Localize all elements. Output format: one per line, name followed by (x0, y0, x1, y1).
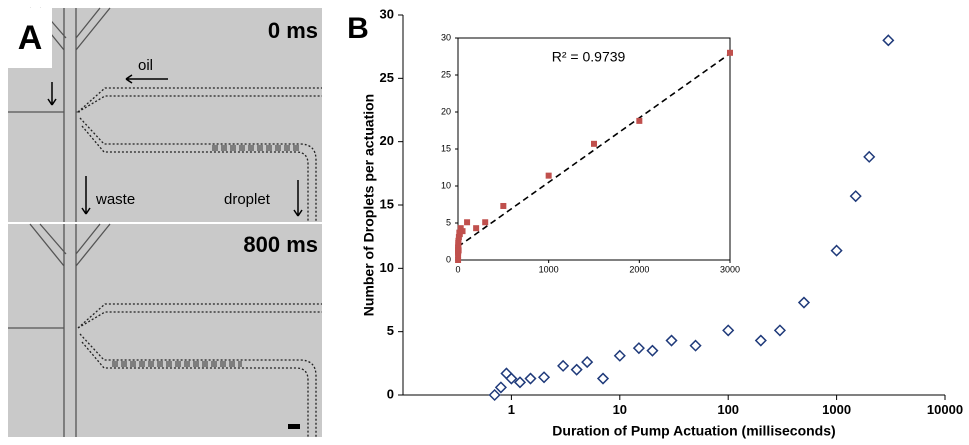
point (455, 242, 462, 249)
x-tick-label: 10000 (927, 402, 963, 417)
point (830, 244, 843, 257)
panel-label: B (347, 12, 369, 45)
panel-a: A 0 ms 800 ms oil waste droplet (8, 7, 322, 437)
point (455, 257, 462, 263)
point (646, 344, 659, 357)
point (513, 376, 527, 389)
point (545, 172, 552, 179)
trendline (457, 52, 731, 248)
point (537, 371, 551, 384)
y-tick-label: 30 (380, 6, 394, 21)
scale-bar (288, 424, 300, 429)
channels (8, 7, 322, 437)
panel-label: A (18, 19, 43, 57)
point (459, 228, 466, 235)
inset-frame (457, 37, 731, 261)
point (473, 225, 480, 232)
x-tick-label: 2000 (629, 265, 649, 275)
point (505, 372, 518, 385)
flow-label: oil (138, 57, 153, 74)
point (722, 324, 735, 337)
annotation: R² = 0.9739 (552, 49, 626, 65)
flow-label: waste (95, 191, 135, 208)
y-tick-label: 5 (446, 217, 451, 227)
x-tick-label: 1000 (539, 265, 559, 275)
time-label: 800 ms (243, 232, 318, 257)
point (727, 49, 733, 56)
y-tick-label: 20 (441, 106, 451, 116)
point (636, 117, 643, 124)
x-tick-label: 3000 (720, 265, 740, 275)
y-tick-label: 25 (380, 70, 394, 85)
point (849, 190, 862, 203)
point (581, 356, 594, 369)
y-tick-label: 20 (380, 133, 394, 148)
point (524, 372, 537, 385)
point (494, 381, 507, 394)
x-axis-title: Duration of Pump Actuation (milliseconds… (552, 423, 835, 439)
point (596, 372, 610, 385)
x-tick-label: 10 (613, 402, 627, 417)
micrograph (8, 8, 322, 222)
point (500, 202, 507, 209)
point (570, 363, 583, 376)
arrows (47, 74, 303, 217)
x-tick-label: 100 (717, 402, 739, 417)
y-tick-label: 15 (441, 143, 451, 153)
y-axis-title: Number of Droplets per actuation (361, 94, 377, 316)
point (464, 219, 471, 226)
x-tick-label: 1000 (822, 402, 851, 417)
point (557, 359, 570, 372)
point (455, 247, 462, 254)
y-tick-label: 30 (441, 32, 451, 42)
point (488, 388, 501, 402)
x-tick-label: 0 (455, 265, 460, 275)
point (882, 34, 895, 47)
y-tick-label: 10 (380, 260, 394, 275)
x-tick-label: 1 (508, 402, 515, 417)
point (797, 296, 811, 309)
y-tick-label: 0 (387, 386, 394, 401)
point (665, 334, 678, 347)
point (863, 150, 876, 163)
y-tick-label: 25 (441, 69, 451, 79)
point (689, 339, 702, 352)
label-box (8, 8, 52, 68)
point (613, 349, 626, 362)
micrograph (8, 224, 322, 437)
y-tick-label: 5 (387, 323, 394, 338)
point (773, 324, 786, 337)
y-tick-label: 0 (446, 254, 451, 264)
point (455, 237, 462, 244)
point (754, 334, 767, 347)
point (632, 342, 645, 355)
y-tick-label: 10 (441, 180, 451, 190)
time-label: 0 ms (268, 18, 318, 43)
flow-label: droplet (224, 191, 271, 208)
point (482, 219, 489, 226)
point (591, 140, 597, 147)
y-tick-label: 15 (380, 196, 394, 211)
